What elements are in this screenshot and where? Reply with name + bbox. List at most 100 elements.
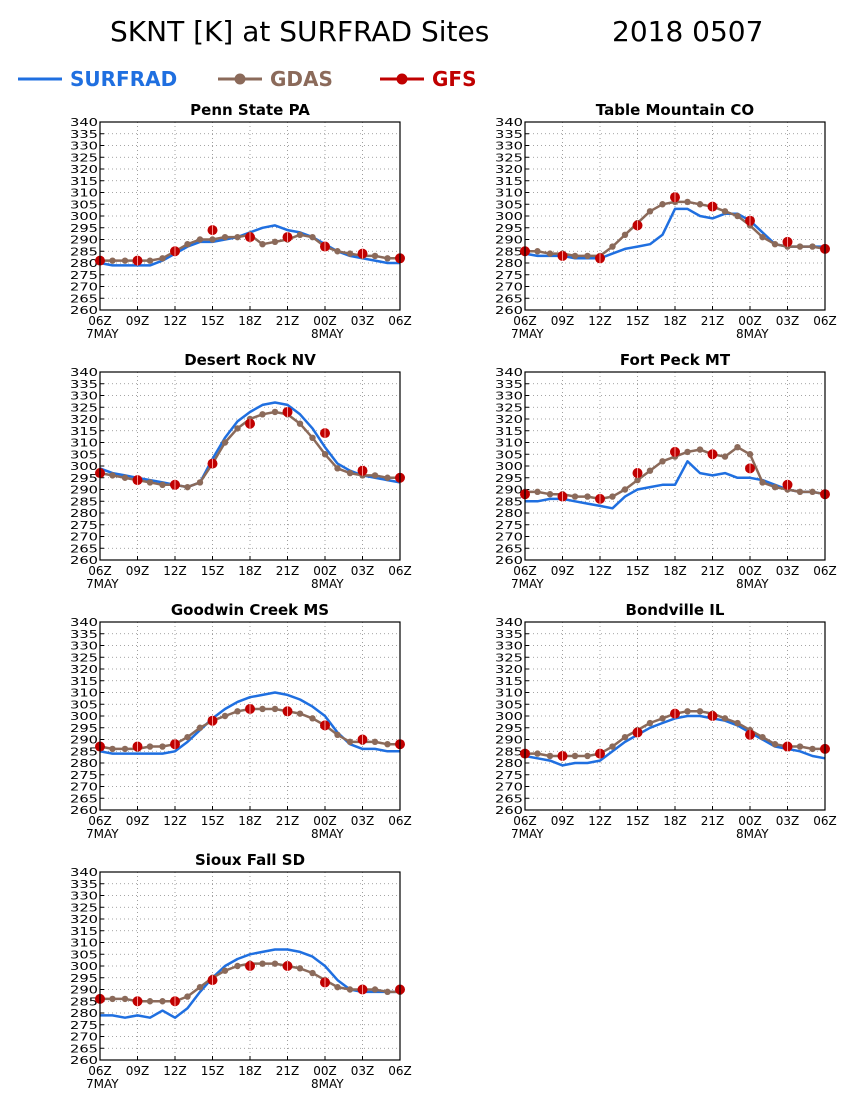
legend-label: SURFRAD: [70, 67, 177, 91]
x-tick-label: 00Z: [313, 1064, 337, 1078]
y-tick-label: 275: [70, 769, 98, 782]
x-tick-label: 12Z: [588, 814, 612, 828]
data-point: [109, 745, 116, 753]
x-tick-label: 18Z: [238, 1064, 262, 1078]
y-tick-labels: 3403353303253203153103053002952902852802…: [495, 366, 529, 567]
series-group: [95, 691, 405, 755]
data-point: [221, 712, 229, 720]
data-point: [296, 420, 304, 427]
data-point: [271, 238, 279, 246]
data-point: [621, 486, 629, 493]
x-tick-label: 12Z: [163, 1064, 187, 1078]
y-tick-label: 270: [495, 781, 523, 794]
data-point: [146, 257, 154, 264]
legend-label: GFS: [432, 67, 476, 91]
data-point: [321, 451, 329, 458]
data-point: [234, 708, 241, 715]
x-tick-label: 15Z: [201, 564, 225, 578]
y-tick-label: 305: [495, 698, 523, 711]
y-tick-label: 300: [70, 210, 98, 223]
series-gfs: [520, 446, 830, 504]
data-point: [309, 715, 316, 722]
y-tick-label: 275: [495, 269, 523, 282]
y-tick-label: 335: [495, 128, 523, 141]
data-point: [371, 472, 379, 479]
data-point: [234, 425, 241, 432]
x-tick-label: 06Z: [513, 314, 537, 328]
x-tick-label: 12Z: [588, 564, 612, 578]
x-tick-label: 06Z: [813, 814, 837, 828]
y-tick-label: 325: [495, 401, 523, 414]
panel-title: Sioux Fall SD: [195, 851, 305, 869]
data-point: [196, 236, 204, 243]
data-point: [384, 255, 391, 262]
x-tick-label: 03Z: [351, 314, 375, 328]
figure-date: 2018 0507: [612, 15, 763, 48]
data-point: [196, 724, 204, 731]
y-tick-label: 320: [70, 413, 98, 426]
x-date-label: 8MAY: [736, 327, 769, 341]
data-point: [271, 705, 279, 713]
series-line: [524, 714, 826, 767]
panel-7: Sioux Fall SD 340335330325320315310305300…: [70, 851, 412, 1091]
x-date-label: 8MAY: [736, 577, 769, 591]
y-tick-label: 320: [495, 663, 523, 676]
y-tick-label: 335: [70, 378, 98, 391]
panel-grid: [525, 622, 825, 810]
y-tick-label: 265: [70, 292, 98, 305]
x-tick-label: 15Z: [201, 314, 225, 328]
y-tick-label: 305: [70, 698, 98, 711]
y-tick-label: 325: [70, 401, 98, 414]
data-point: [296, 231, 304, 238]
data-point: [334, 983, 341, 991]
x-tick-label: 00Z: [738, 314, 762, 328]
data-point: [734, 719, 741, 727]
x-date-label: 7MAY: [86, 827, 119, 841]
data-point: [121, 474, 129, 481]
y-tick-label: 330: [495, 640, 523, 653]
y-tick-label: 315: [70, 675, 98, 688]
data-point: [209, 236, 216, 243]
data-point: [721, 208, 729, 215]
data-point: [121, 745, 129, 753]
y-tick-label: 285: [70, 745, 98, 758]
data-point: [184, 993, 191, 1000]
y-tick-label: 270: [70, 1031, 98, 1044]
y-tick-label: 315: [70, 425, 98, 438]
y-tick-label: 305: [70, 448, 98, 461]
data-point: [184, 733, 191, 741]
y-tick-label: 340: [70, 866, 98, 879]
data-point: [346, 986, 354, 993]
y-tick-label: 260: [70, 1054, 98, 1067]
y-tick-label: 325: [70, 901, 98, 914]
data-point: [121, 995, 129, 1003]
panel-title: Fort Peck MT: [620, 351, 731, 369]
y-tick-label: 285: [495, 245, 523, 258]
x-tick-label: 03Z: [776, 564, 800, 578]
data-point: [546, 752, 554, 760]
x-tick-label: 06Z: [388, 314, 412, 328]
data-point: [296, 710, 304, 717]
y-tick-label: 270: [495, 531, 523, 544]
x-date-label: 8MAY: [311, 1077, 344, 1091]
data-point: [609, 743, 616, 750]
series-gfs: [95, 703, 405, 752]
y-tick-label: 300: [70, 960, 98, 973]
data-point: [796, 488, 804, 496]
y-tick-label: 330: [70, 640, 98, 653]
x-tick-label: 06Z: [88, 564, 112, 578]
figure-title: SKNT [K] at SURFRAD Sites: [110, 15, 489, 48]
panel-frame: [524, 371, 826, 561]
x-tick-label: 18Z: [238, 314, 262, 328]
data-point: [584, 493, 591, 500]
y-tick-label: 305: [70, 198, 98, 211]
series-line: [99, 691, 400, 755]
x-tick-label: 09Z: [126, 314, 150, 328]
data-point: [271, 408, 279, 416]
data-point: [259, 960, 266, 967]
y-tick-label: 265: [70, 1042, 98, 1055]
data-point: [146, 998, 154, 1005]
